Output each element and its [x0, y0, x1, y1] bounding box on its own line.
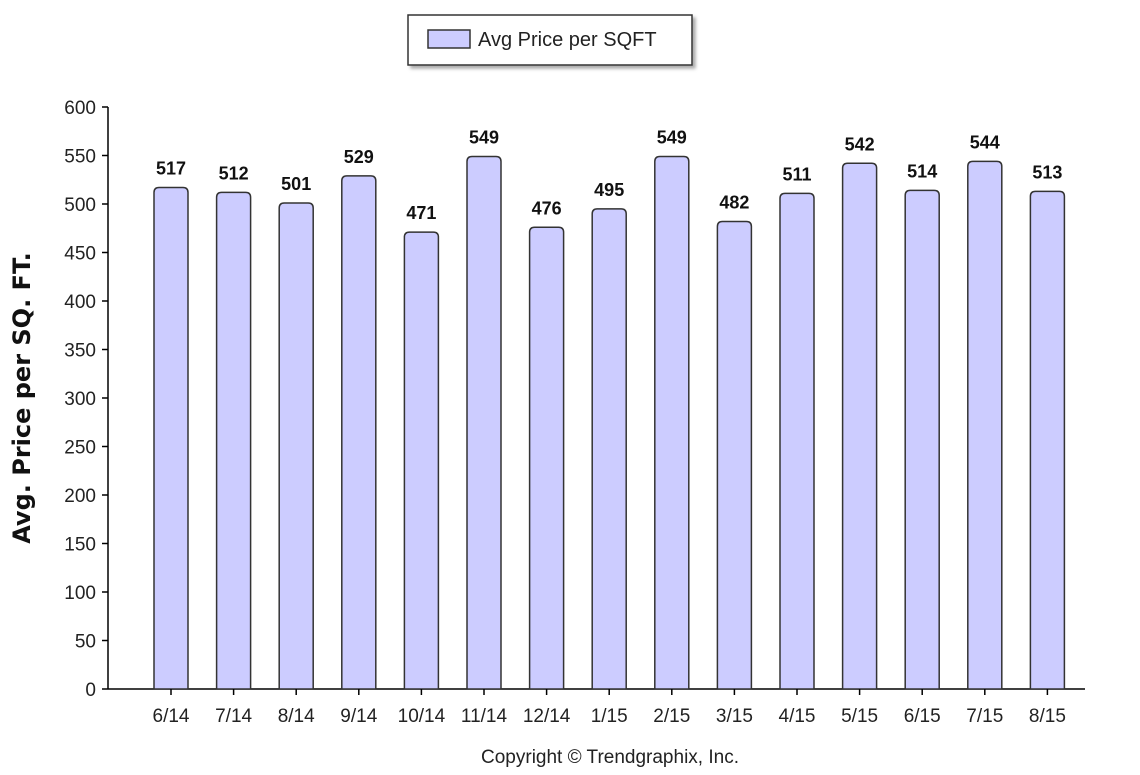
y-tick-label: 450 — [64, 244, 96, 265]
bar-value-label: 514 — [907, 161, 937, 181]
x-tick-label: 4/15 — [779, 706, 816, 727]
y-tick-label: 100 — [64, 583, 96, 604]
bar — [904, 189, 940, 690]
bar-value-label: 482 — [719, 192, 749, 212]
bar — [591, 208, 627, 690]
bar — [716, 220, 753, 690]
y-tick-label: 50 — [75, 632, 96, 653]
copyright-text: Copyright © Trendgraphix, Inc. — [481, 747, 739, 768]
bar-value-label: 529 — [344, 147, 374, 167]
x-tick-label: 6/15 — [904, 706, 941, 727]
y-tick-label: 400 — [64, 292, 96, 313]
bar — [528, 226, 565, 690]
bar — [779, 192, 815, 690]
bar-value-label: 549 — [657, 127, 687, 147]
y-axis-ticks: 0 50 100 150 200 250 300 350 400 450 500 550 600 — [64, 98, 108, 701]
bar-value-label: 511 — [782, 164, 811, 184]
bar — [841, 162, 878, 690]
legend: Avg Price per SQFT — [407, 14, 693, 66]
bar-value-label: 544 — [970, 132, 1000, 152]
y-tick-label: 0 — [85, 680, 96, 701]
bar-value-label: 542 — [845, 134, 875, 154]
bar — [341, 175, 377, 690]
bar-value-label: 476 — [532, 198, 562, 218]
bar-value-label: 517 — [156, 159, 186, 179]
bar — [403, 231, 440, 690]
y-tick-label: 550 — [64, 147, 96, 168]
bar-value-label: 471 — [406, 203, 436, 223]
legend-label: Avg Price per SQFT — [478, 29, 657, 51]
bar-value-label: 513 — [1032, 162, 1062, 182]
bar — [967, 160, 1003, 690]
bar — [215, 191, 252, 690]
legend-swatch — [427, 29, 471, 49]
x-tick-label: 12/14 — [523, 706, 571, 727]
x-tick-label: 11/14 — [461, 706, 508, 727]
y-tick-label: 150 — [64, 535, 96, 556]
x-tick-label: 1/15 — [591, 706, 628, 727]
x-tick-label: 8/15 — [1029, 706, 1066, 727]
x-tick-label: 9/14 — [340, 706, 377, 727]
bar — [278, 202, 314, 690]
bar — [466, 155, 502, 690]
bar-value-label: 501 — [281, 174, 311, 194]
x-tick-label: 3/15 — [716, 706, 753, 727]
y-tick-label: 500 — [64, 195, 96, 216]
x-tick-label: 7/15 — [966, 706, 1003, 727]
x-tick-label: 2/15 — [653, 706, 690, 727]
y-tick-label: 350 — [64, 341, 96, 362]
x-tick-label: 7/14 — [215, 706, 252, 727]
x-axis-ticks: 6/14 7/14 8/14 9/14 10/14 11/14 12/14 1/15 2/15 3… — [153, 689, 1066, 727]
y-tick-label: 600 — [64, 98, 96, 119]
bars: 517 512 501 529 471 549 476 495 549 482 511 542 514 5… — [153, 127, 1066, 690]
y-tick-label: 300 — [64, 389, 96, 410]
x-tick-label: 10/14 — [398, 706, 446, 727]
bar — [1029, 190, 1066, 690]
y-tick-label: 200 — [64, 486, 96, 507]
x-tick-label: 6/14 — [153, 706, 190, 727]
y-tick-label: 250 — [64, 438, 96, 459]
bar — [654, 155, 690, 690]
bar-value-label: 549 — [469, 127, 499, 147]
y-axis-title: Avg. Price per SQ. FT. — [8, 252, 36, 544]
bar-value-label: 495 — [594, 180, 624, 200]
bar-value-label: 512 — [219, 163, 249, 183]
x-tick-label: 5/15 — [841, 706, 878, 727]
x-tick-label: 8/14 — [278, 706, 315, 727]
bar — [153, 186, 189, 690]
